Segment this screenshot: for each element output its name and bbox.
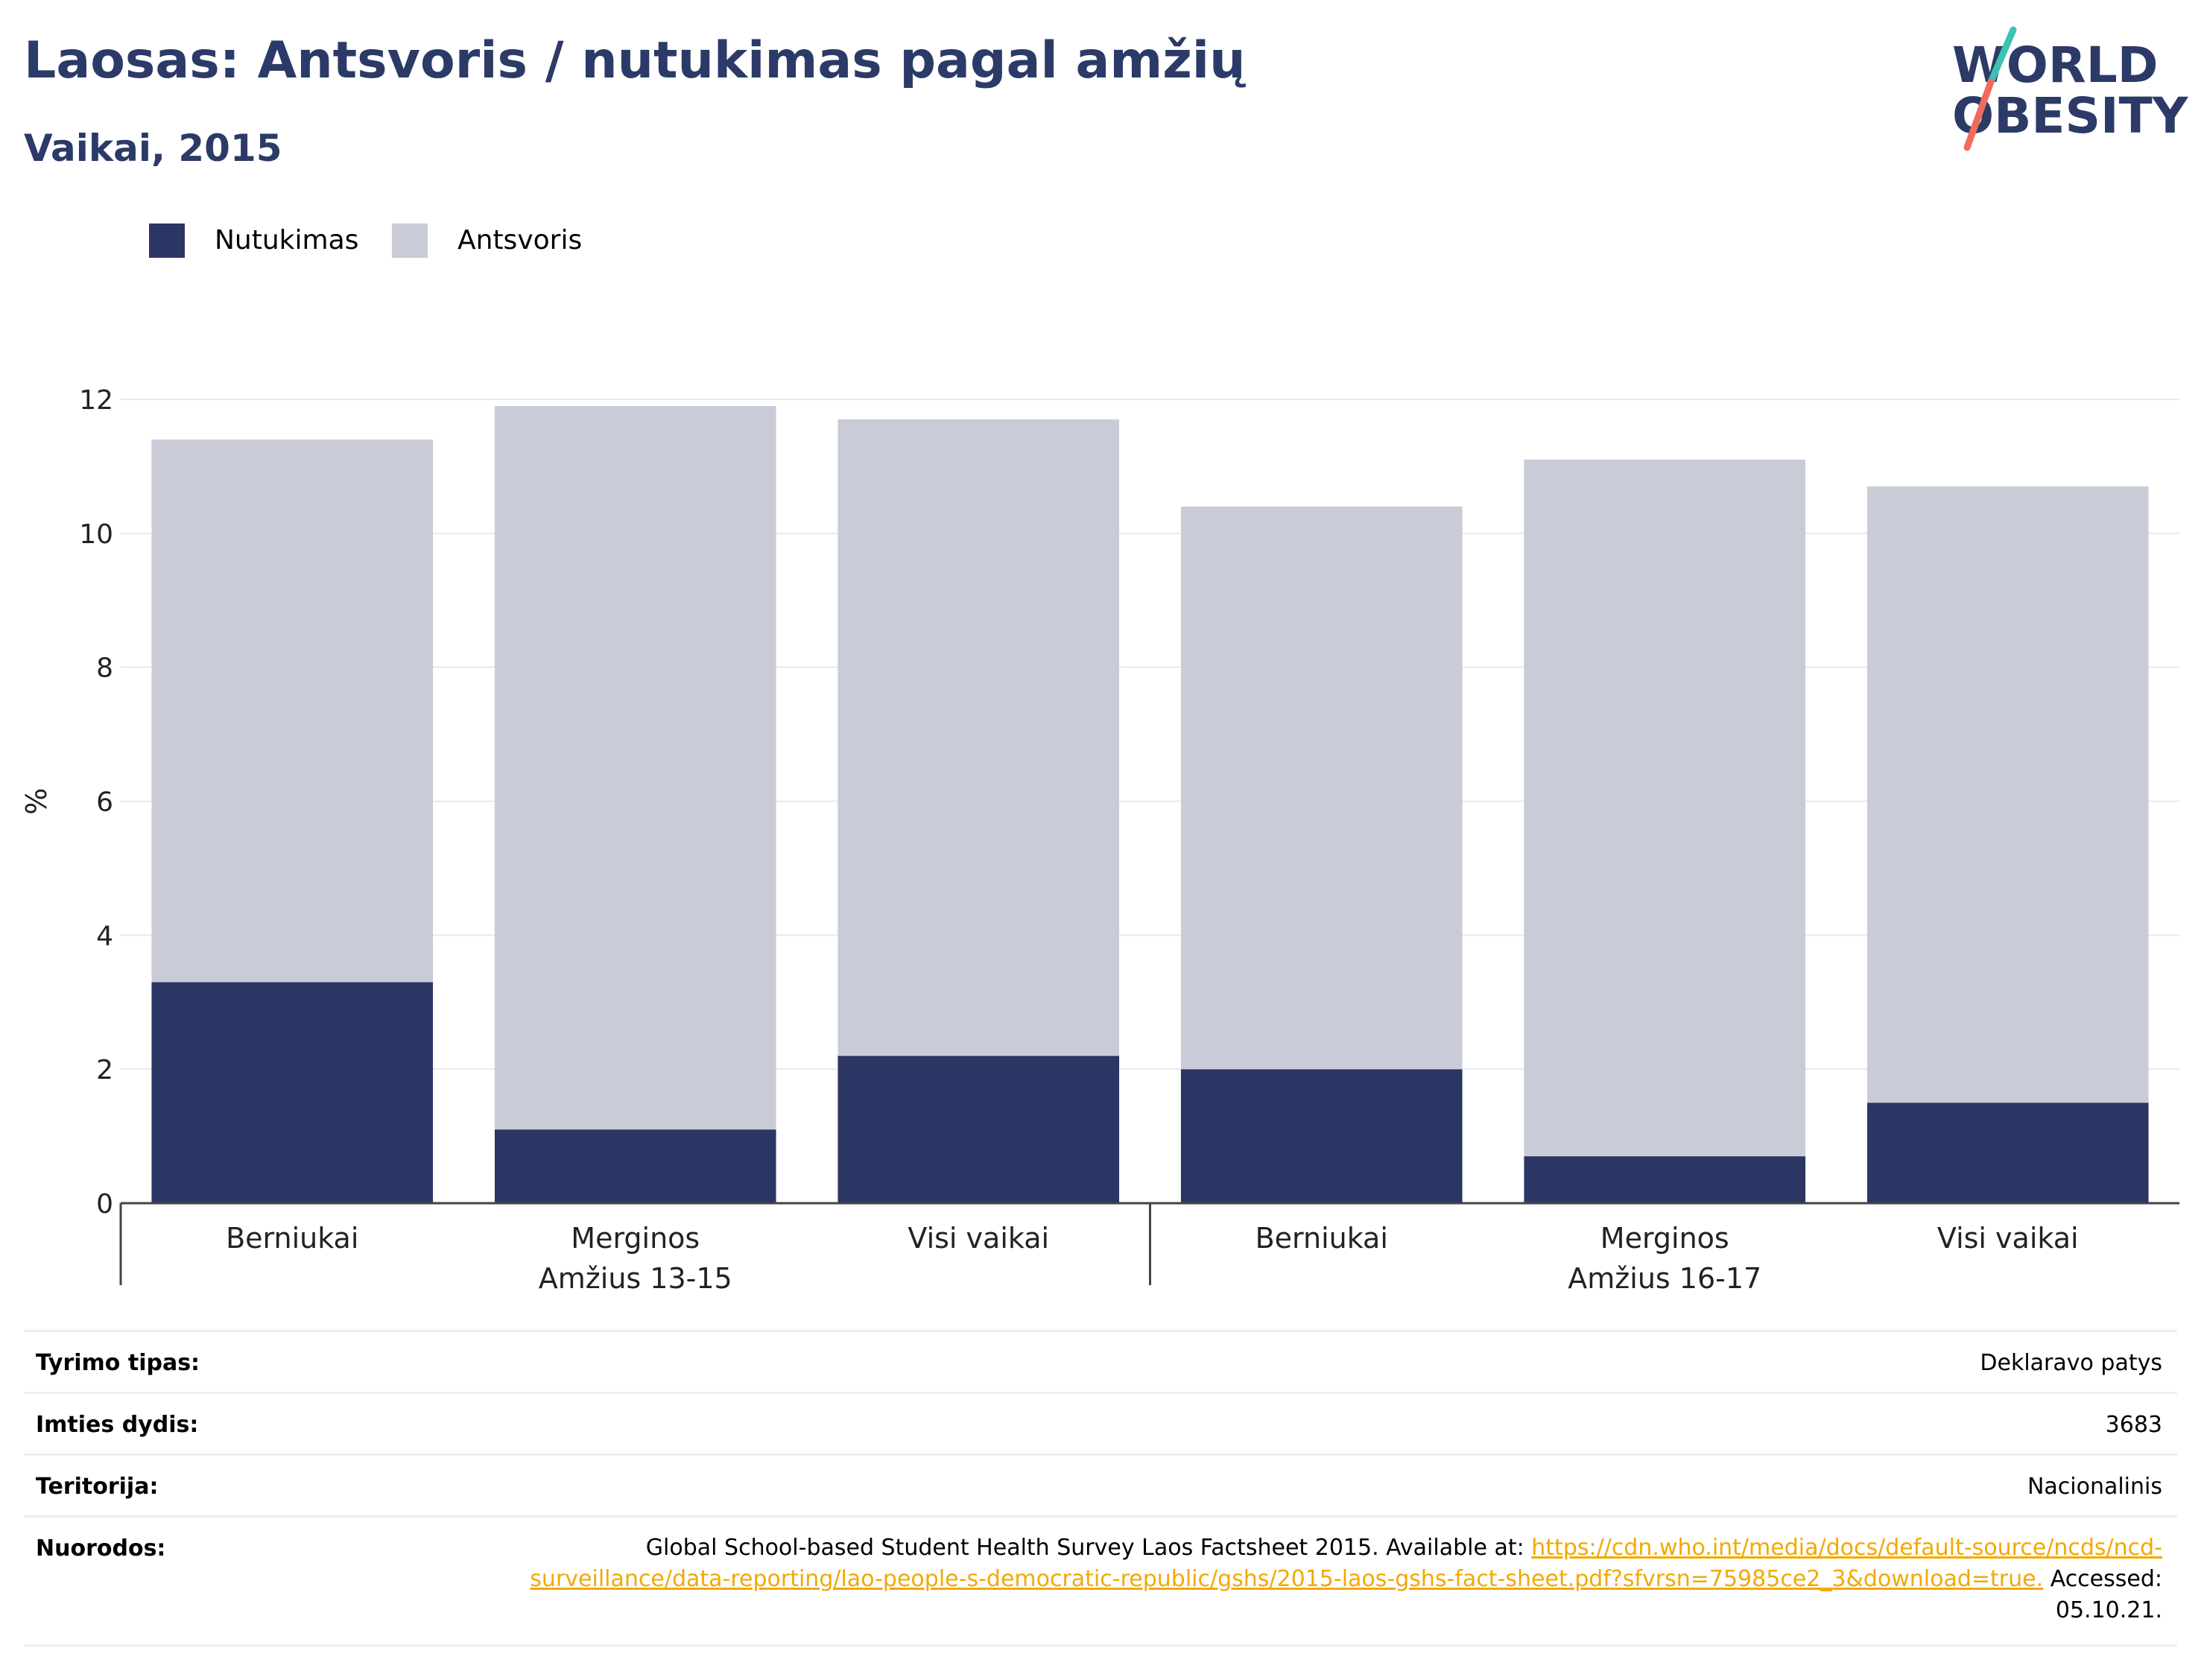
info-label-territory: Teritorija:: [36, 1474, 159, 1500]
x-tick-label: Merginos: [1600, 1222, 1729, 1255]
group-label: Amžius 13-15: [539, 1262, 732, 1295]
bar-antsvoris-1: [494, 405, 776, 1130]
logo-slash-top: [1987, 26, 2017, 86]
y-axis-label: %: [20, 787, 53, 814]
logo-slash-bottom: [1963, 78, 1995, 151]
bar-antsvoris-2: [837, 419, 1120, 1056]
info-value-sample-size: 3683: [2105, 1412, 2162, 1438]
bar-nutukimas-5: [1866, 1103, 2149, 1203]
info-value-territory: Nacionalinis: [2027, 1474, 2162, 1500]
bar-nutukimas-4: [1524, 1156, 1806, 1203]
bar-nutukimas-2: [837, 1056, 1120, 1203]
reference-link[interactable]: https://cdn.who.int/media/docs/default-s…: [530, 1535, 2162, 1592]
info-label-survey-type: Tyrimo tipas:: [36, 1350, 200, 1376]
info-value-references: Global School-based Student Health Surve…: [523, 1532, 2162, 1626]
legend-swatch-nutukimas: [149, 224, 185, 258]
y-tick-label: 10: [79, 519, 113, 550]
bar-antsvoris-4: [1524, 459, 1806, 1157]
y-tick-label: 12: [79, 385, 113, 416]
info-label-sample-size: Imties dydis:: [36, 1412, 199, 1438]
bar-antsvoris-5: [1866, 486, 2149, 1103]
world-obesity-logo: WORLD OBESITY: [1952, 26, 2189, 151]
info-row-sample-size: Imties dydis: 3683: [24, 1392, 2177, 1454]
info-label-references: Nuorodos:: [36, 1535, 166, 1562]
chart-subtitle: Vaikai, 2015: [24, 127, 282, 170]
x-tick-label: Berniukai: [226, 1222, 358, 1255]
stacked-bar-chart: 0 2 4 6 8 10 12% Berniukai Merginos Visi vaikai Be…: [20, 385, 2179, 1295]
y-tick-label: 2: [96, 1055, 113, 1085]
x-tick-label: Merginos: [571, 1222, 700, 1255]
legend-swatch-antsvoris: [392, 224, 428, 258]
chart-title: Laosas: Antsvoris / nutukimas pagal amži…: [24, 31, 1246, 90]
bar-antsvoris-0: [151, 439, 434, 983]
info-row-survey-type: Tyrimo tipas: Deklaravo patys: [24, 1330, 2177, 1392]
bar-nutukimas-1: [494, 1129, 776, 1203]
logo-line-2: OBESITY: [1952, 87, 2189, 145]
bar-nutukimas-0: [151, 982, 434, 1203]
x-tick-label: Visi vaikai: [1937, 1222, 2079, 1255]
bar-nutukimas-3: [1180, 1069, 1463, 1203]
info-row-territory: Teritorija: Nacionalinis: [24, 1454, 2177, 1515]
y-tick-label: 0: [96, 1189, 113, 1220]
legend-label-antsvoris: Antsvoris: [457, 225, 583, 256]
legend-label-nutukimas: Nutukimas: [215, 225, 359, 256]
bar-antsvoris-3: [1180, 506, 1463, 1070]
info-value-survey-type: Deklaravo patys: [1980, 1350, 2162, 1376]
y-tick-label: 6: [96, 787, 113, 818]
info-row-references: Nuorodos: Global School-based Student He…: [24, 1515, 2177, 1644]
y-tick-label: 8: [96, 653, 113, 684]
info-table: Tyrimo tipas: Deklaravo patys Imties dyd…: [24, 1330, 2177, 1646]
x-tick-label: Visi vaikai: [908, 1222, 1049, 1255]
reference-text: Global School-based Student Health Surve…: [645, 1535, 1532, 1561]
info-table-bottom-border: [24, 1644, 2177, 1646]
logo-line-1: WORLD: [1952, 37, 2159, 94]
x-tick-label: Berniukai: [1255, 1222, 1388, 1255]
reference-accessed: Accessed: 05.10.21.: [2043, 1566, 2162, 1623]
y-tick-label: 4: [96, 921, 113, 951]
group-label: Amžius 16-17: [1568, 1262, 1761, 1295]
